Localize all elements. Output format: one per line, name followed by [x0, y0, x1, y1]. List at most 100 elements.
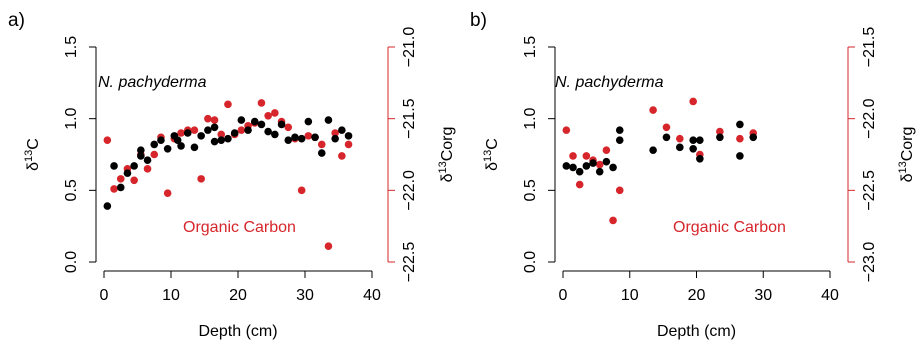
n-pachyderma-point	[197, 132, 205, 140]
organic-carbon-point	[338, 152, 346, 160]
n-pachyderma-point	[331, 134, 339, 143]
n-pachyderma-point	[736, 152, 744, 160]
n-pachyderma-point	[696, 136, 704, 144]
right-axis-title-sup: 13	[897, 161, 909, 173]
n-pachyderma-point	[204, 126, 212, 134]
n-pachyderma-point	[163, 144, 172, 153]
x-tick-label: 40	[821, 287, 839, 304]
left-tick-label: 1.0	[522, 107, 539, 129]
organic-carbon-point	[210, 116, 219, 124]
right-axis-title-suffix: Corg	[899, 127, 916, 162]
n-pachyderma-point	[103, 202, 112, 210]
panel-a: a)0.00.51.01.5δ13C−22.5−22.0−21.5−21.0δ1…	[8, 10, 456, 340]
right-axis-title-suffix: Corg	[439, 127, 456, 162]
organic-carbon-point	[110, 185, 118, 193]
organic-carbon-point	[562, 126, 571, 134]
left-axis-title-prefix: δ	[484, 162, 501, 171]
organic-carbon-point	[297, 186, 306, 195]
n-pachyderma-point	[190, 143, 199, 152]
annotation-n-pachyderma: N. pachyderma	[98, 74, 207, 91]
organic-carbon-point	[317, 140, 326, 149]
n-pachyderma-point	[137, 146, 145, 154]
x-tick-label: 20	[229, 287, 247, 304]
organic-carbon-point	[103, 136, 112, 144]
n-pachyderma-point	[749, 133, 758, 142]
organic-carbon-point	[615, 186, 624, 195]
n-pachyderma-point	[344, 132, 353, 140]
organic-carbon-point	[257, 99, 266, 107]
n-pachyderma-point	[173, 136, 182, 144]
x-axis-title: Depth (cm)	[657, 323, 736, 340]
n-pachyderma-point	[217, 136, 226, 144]
right-axis-title-prefix: δ	[899, 173, 916, 182]
n-pachyderma-point	[338, 126, 346, 134]
n-pachyderma-point	[244, 126, 252, 134]
x-axis-title: Depth (cm)	[198, 323, 277, 340]
n-pachyderma-point	[304, 117, 313, 126]
organic-carbon-point	[344, 140, 353, 149]
organic-carbon-point	[595, 160, 604, 169]
n-pachyderma-point	[689, 136, 697, 144]
n-pachyderma-point	[662, 133, 671, 142]
n-pachyderma-point	[284, 136, 293, 144]
right-axis-title-sup: 13	[437, 161, 449, 173]
organic-carbon-point	[662, 123, 671, 132]
organic-carbon-point	[177, 129, 185, 137]
n-pachyderma-point	[157, 136, 165, 144]
n-pachyderma-point	[150, 140, 159, 149]
n-pachyderma-point	[311, 133, 319, 142]
left-tick-label: 0.0	[63, 251, 80, 273]
organic-carbon-point	[224, 100, 232, 109]
n-pachyderma-point	[696, 155, 704, 163]
n-pachyderma-point	[317, 149, 326, 157]
x-tick-label: 0	[559, 287, 568, 304]
right-axis-title: δ13Corg	[897, 127, 916, 183]
n-pachyderma-point	[257, 120, 266, 129]
annotation-organic-carbon: Organic Carbon	[183, 219, 296, 236]
n-pachyderma-point	[177, 142, 185, 150]
organic-carbon-point	[736, 134, 744, 143]
left-tick-label: 0.0	[522, 251, 539, 273]
left-tick-label: 1.5	[63, 36, 80, 58]
n-pachyderma-point	[210, 123, 219, 132]
n-pachyderma-point	[277, 120, 286, 129]
organic-carbon-point	[190, 126, 199, 134]
organic-carbon-point	[264, 112, 272, 120]
n-pachyderma-point	[569, 163, 577, 172]
n-pachyderma-point	[324, 116, 333, 124]
organic-carbon-point	[284, 123, 293, 132]
n-pachyderma-point	[230, 129, 239, 137]
panel-label: a)	[8, 10, 25, 31]
left-axis-title-suffix: C	[25, 138, 42, 150]
annotation-n-pachyderma: N. pachyderma	[555, 74, 664, 91]
left-axis-title-suffix: C	[484, 138, 501, 150]
right-tick-label: −22.5	[861, 170, 878, 211]
organic-carbon-point	[324, 242, 333, 251]
x-tick-label: 20	[688, 287, 706, 304]
left-tick-label: 1.5	[522, 36, 539, 58]
organic-carbon-point	[716, 127, 724, 136]
left-tick-label: 1.0	[63, 107, 80, 129]
n-pachyderma-point	[716, 133, 724, 142]
n-pachyderma-point	[271, 130, 279, 139]
left-axis-title-sup: 13	[23, 150, 35, 162]
organic-carbon-point	[237, 126, 246, 134]
n-pachyderma-point	[562, 162, 571, 170]
right-axis-title: δ13Corg	[437, 127, 456, 183]
x-tick-label: 10	[621, 287, 639, 304]
n-pachyderma-point	[143, 156, 152, 165]
organic-carbon-point	[689, 97, 697, 106]
organic-carbon-point	[150, 150, 159, 159]
organic-carbon-point	[331, 129, 339, 137]
n-pachyderma-point	[137, 152, 145, 160]
annotation-organic-carbon: Organic Carbon	[673, 219, 786, 236]
left-tick-label: 0.5	[63, 179, 80, 201]
n-pachyderma-point	[264, 127, 272, 136]
panel-b: b)0.00.51.01.5δ13C−23.0−22.5−22.0−21.5δ1…	[470, 10, 916, 340]
left-axis-title-prefix: δ	[25, 162, 42, 171]
x-tick-label: 10	[162, 287, 180, 304]
n-pachyderma-point	[291, 133, 299, 142]
n-pachyderma-point	[183, 129, 192, 137]
organic-carbon-point	[649, 106, 657, 114]
right-tick-label: −21.5	[861, 27, 878, 68]
